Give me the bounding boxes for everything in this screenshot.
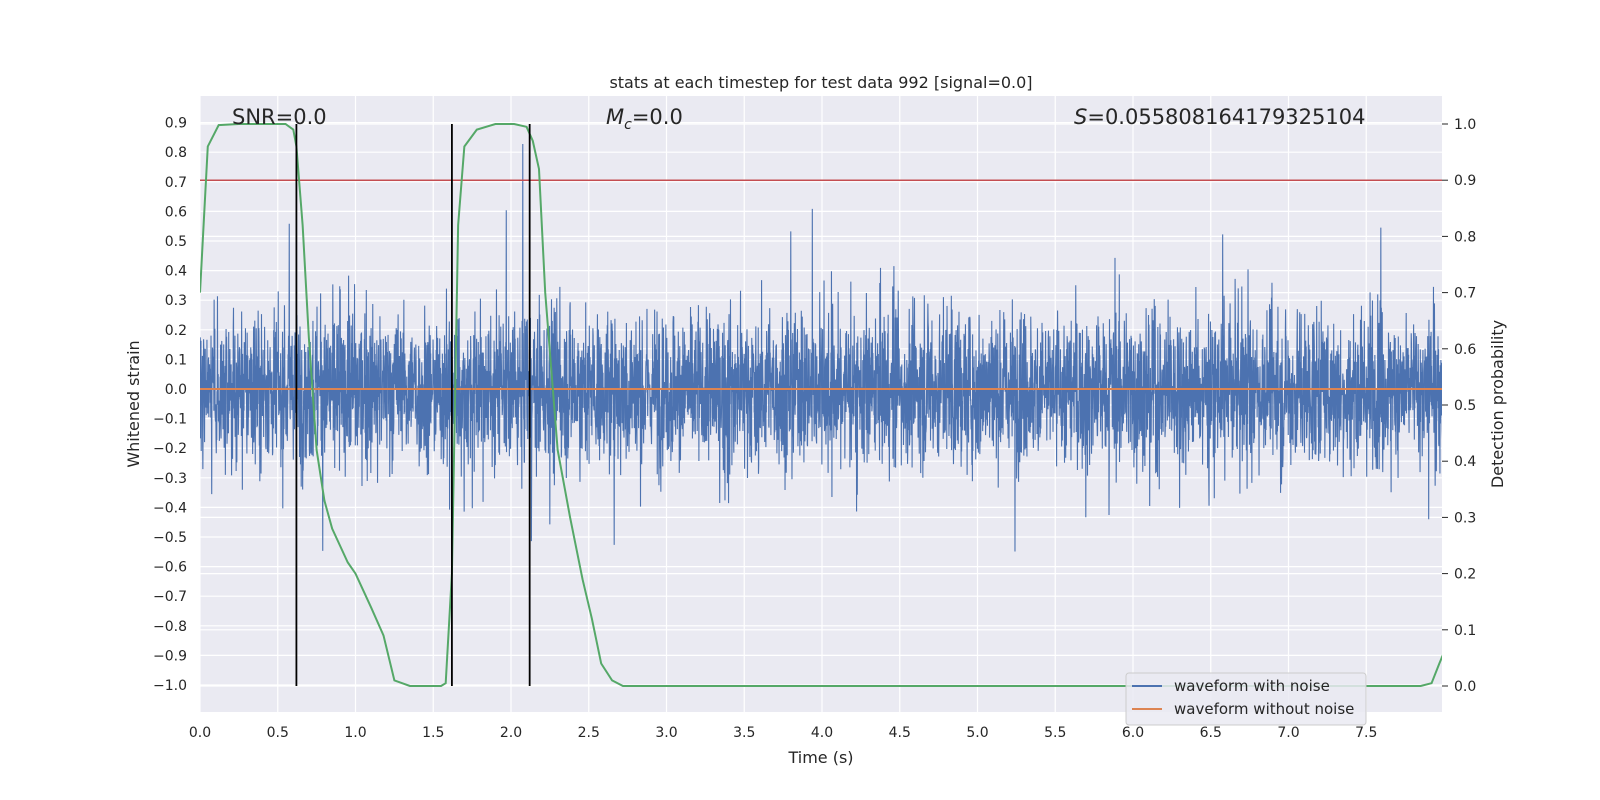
x-axis-label: Time (s) (787, 748, 853, 767)
y-tick-label: 0.2 (165, 323, 187, 339)
y2-axis-ticks: 1.0 0.9 0.8 0.7 0.6 0.5 0.4 0.3 0.2 0.1 0.0 (1442, 117, 1476, 695)
y2-tick-label: 1.0 (1454, 117, 1476, 133)
y2-tick-label: 0.2 (1454, 567, 1476, 583)
y-tick-label: 0.4 (165, 264, 187, 280)
y-tick-label: 0.8 (165, 145, 187, 161)
x-tick-label: 1.5 (422, 725, 444, 741)
x-tick-label: 6.0 (1122, 725, 1144, 741)
chart-title: stats at each timestep for test data 992… (609, 73, 1032, 92)
x-tick-label: 2.0 (500, 725, 522, 741)
y-tick-label: −0.6 (153, 560, 187, 576)
noise-waveform-line (200, 144, 1442, 552)
y2-tick-label: 0.0 (1454, 679, 1476, 695)
y-tick-label: 0.6 (165, 204, 187, 220)
y-tick-label: −1.0 (153, 678, 187, 694)
y-tick-label: −0.5 (153, 530, 187, 546)
score-annotation: S=0.055808164179325104 (1074, 105, 1365, 129)
y-tick-label: 0.0 (165, 382, 187, 398)
x-tick-label: 3.0 (655, 725, 677, 741)
y2-tick-label: 0.7 (1454, 286, 1476, 302)
x-tick-label: 1.0 (344, 725, 366, 741)
y2-tick-label: 0.6 (1454, 342, 1476, 358)
legend-label-clean: waveform without noise (1174, 700, 1354, 718)
x-axis-ticks: 0.0 0.5 1.0 1.5 2.0 2.5 3.0 3.5 4.0 4.5 5.0 5.5 6.0 6… (189, 725, 1378, 741)
y-tick-label: 0.9 (165, 116, 187, 132)
x-tick-label: 0.5 (267, 725, 289, 741)
y-tick-label: −0.7 (153, 589, 187, 605)
y-tick-label: 0.5 (165, 234, 187, 250)
y-tick-label: −0.3 (153, 471, 187, 487)
y2-tick-label: 0.3 (1454, 510, 1476, 526)
x-tick-label: 4.0 (811, 725, 833, 741)
x-tick-label: 7.0 (1277, 725, 1299, 741)
y-tick-label: −0.2 (153, 441, 187, 457)
x-tick-label: 3.5 (733, 725, 755, 741)
y2-tick-label: 0.9 (1454, 173, 1476, 189)
chirp-mass-annotation: Mc=0.0 (606, 105, 683, 133)
y-tick-label: 0.7 (165, 175, 187, 191)
y2-tick-label: 0.1 (1454, 623, 1476, 639)
y2-tick-label: 0.4 (1454, 454, 1476, 470)
y-tick-label: −0.9 (153, 648, 187, 664)
noise-waveform-layer (200, 144, 1442, 552)
legend: waveform with noise waveform without noi… (1125, 672, 1367, 726)
y-tick-label: −0.1 (153, 412, 187, 428)
series-layer (200, 123, 1442, 687)
x-tick-label: 4.5 (889, 725, 911, 741)
y-tick-label: −0.8 (153, 619, 187, 635)
legend-box (1125, 672, 1367, 726)
x-tick-label: 5.5 (1044, 725, 1066, 741)
y-tick-label: 0.3 (165, 293, 187, 309)
x-tick-label: 2.5 (578, 725, 600, 741)
detection-probability-line (200, 123, 1442, 687)
x-tick-label: 5.0 (966, 725, 988, 741)
y2-axis-label: Detection probability (1488, 320, 1507, 488)
y2-tick-label: 0.5 (1454, 398, 1476, 414)
y-tick-label: 0.1 (165, 352, 187, 368)
vertical-markers (295, 124, 531, 686)
x-tick-label: 0.0 (189, 725, 211, 741)
y-axis-ticks: 0.9 0.8 0.7 0.6 0.5 0.4 0.3 0.2 0.1 0.0 −0.1 −0.2 −0… (153, 116, 187, 694)
y-axis-label: Whitened strain (124, 340, 143, 467)
y2-tick-label: 0.8 (1454, 229, 1476, 245)
legend-label-noise: waveform with noise (1174, 677, 1330, 695)
x-tick-label: 6.5 (1200, 725, 1222, 741)
x-tick-label: 7.5 (1355, 725, 1377, 741)
snr-annotation: SNR=0.0 (232, 105, 327, 129)
y-tick-label: −0.4 (153, 500, 187, 516)
